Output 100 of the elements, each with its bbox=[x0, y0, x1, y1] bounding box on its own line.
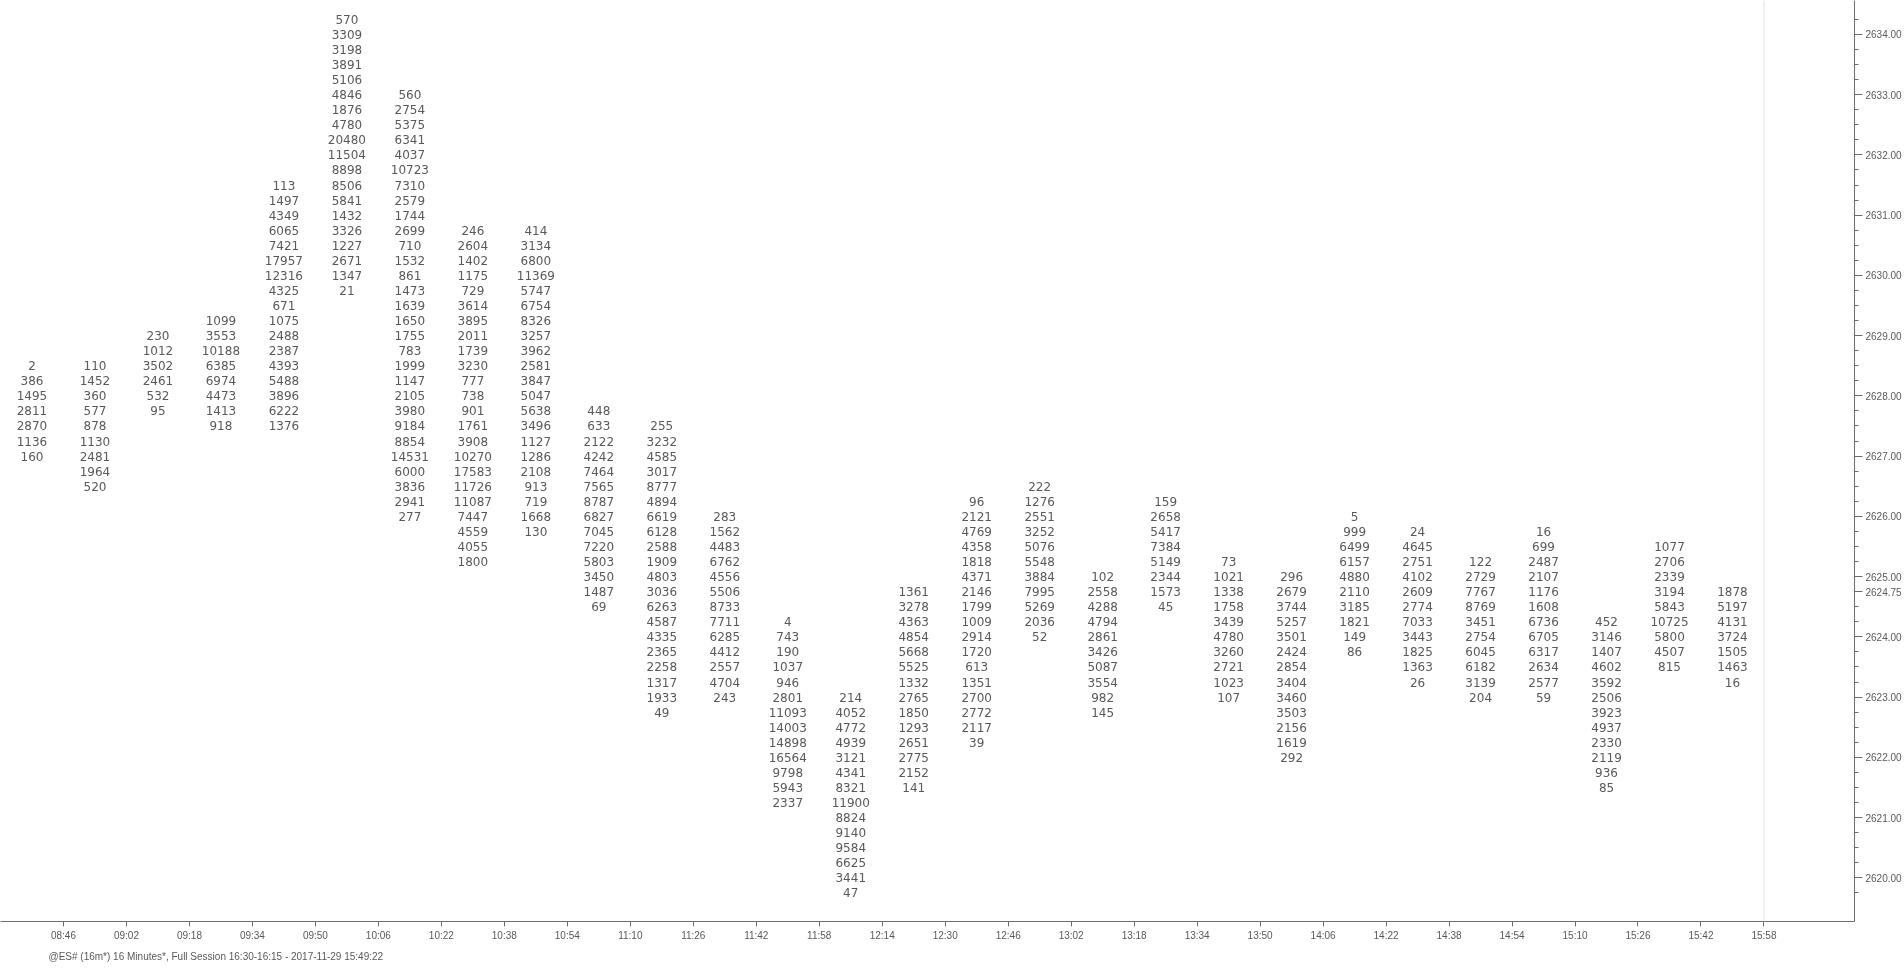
y-tick-label: 2629.00 bbox=[1865, 330, 1903, 342]
data-label: 729 bbox=[461, 283, 485, 298]
x-tick-label: 10:54 bbox=[554, 929, 581, 941]
data-label: 2036 bbox=[1024, 615, 1055, 630]
data-label: 4772 bbox=[835, 720, 867, 735]
data-label: 1668 bbox=[520, 509, 552, 524]
y-tick-label: 2624.75 bbox=[1865, 586, 1903, 598]
data-label: 5076 bbox=[1024, 539, 1055, 554]
data-label: 3450 bbox=[583, 570, 615, 585]
x-tick-label: 12:46 bbox=[995, 929, 1022, 941]
data-label: 1276 bbox=[1024, 494, 1055, 509]
data-label: 2941 bbox=[394, 494, 426, 509]
x-tick-label: 11:42 bbox=[744, 929, 769, 941]
data-label: 11900 bbox=[831, 796, 870, 811]
data-label: 1505 bbox=[1717, 645, 1748, 660]
data-label: 3724 bbox=[1717, 630, 1748, 645]
y-tick-label: 2630.00 bbox=[1865, 270, 1903, 282]
data-label: 2811 bbox=[16, 404, 48, 419]
data-label: 4894 bbox=[646, 494, 678, 509]
data-label: 6800 bbox=[520, 253, 552, 268]
data-label: 5525 bbox=[898, 660, 930, 675]
x-tick-label: 14:06 bbox=[1310, 929, 1337, 941]
data-label: 738 bbox=[461, 389, 485, 404]
data-label: 4102 bbox=[1402, 570, 1433, 585]
data-label: 2721 bbox=[1213, 660, 1244, 675]
data-label: 73 bbox=[1220, 555, 1237, 570]
data-label: 4769 bbox=[961, 524, 992, 539]
data-label: 5943 bbox=[772, 780, 804, 795]
data-label: 1933 bbox=[646, 690, 678, 705]
data-label: 8824 bbox=[835, 811, 867, 826]
data-label: 1176 bbox=[1528, 585, 1559, 600]
data-label: 3426 bbox=[1087, 645, 1118, 660]
data-label: 1821 bbox=[1339, 615, 1370, 630]
data-label: 1286 bbox=[520, 449, 552, 464]
data-label: 6285 bbox=[709, 630, 741, 645]
data-label: 3443 bbox=[1402, 630, 1433, 645]
data-label: 11093 bbox=[768, 705, 807, 720]
data-label: 2339 bbox=[1654, 570, 1685, 585]
data-label: 277 bbox=[398, 509, 422, 524]
data-label: 6736 bbox=[1528, 615, 1559, 630]
data-label: 4288 bbox=[1087, 600, 1118, 615]
data-label: 3496 bbox=[520, 419, 552, 434]
data-label: 2754 bbox=[394, 103, 426, 118]
data-label: 2577 bbox=[1528, 675, 1559, 690]
data-label: 16564 bbox=[768, 750, 807, 765]
data-label: 5257 bbox=[1276, 615, 1307, 630]
data-label: 5149 bbox=[1150, 555, 1181, 570]
data-label: 3451 bbox=[1465, 615, 1496, 630]
x-tick-label: 15:26 bbox=[1625, 929, 1651, 941]
data-label: 1432 bbox=[331, 208, 363, 223]
data-label: 5375 bbox=[394, 118, 426, 133]
data-label: 6263 bbox=[646, 600, 678, 615]
data-label: 719 bbox=[524, 494, 548, 509]
data-label: 3962 bbox=[520, 344, 552, 359]
data-label: 2579 bbox=[394, 193, 426, 208]
data-label: 999 bbox=[1343, 524, 1367, 539]
data-label: 8326 bbox=[520, 314, 552, 329]
data-label: 1573 bbox=[1150, 585, 1181, 600]
data-label: 3309 bbox=[331, 27, 363, 42]
data-label: 3614 bbox=[457, 298, 489, 313]
data-label: 8777 bbox=[646, 479, 678, 494]
data-label: 6625 bbox=[835, 856, 867, 871]
data-label: 7464 bbox=[583, 464, 615, 479]
data-label: 777 bbox=[461, 374, 485, 389]
data-label: 4335 bbox=[646, 630, 678, 645]
data-label: 17957 bbox=[264, 253, 304, 268]
data-label: 4794 bbox=[1087, 615, 1118, 630]
y-tick-label: 2632.00 bbox=[1865, 149, 1903, 161]
data-label: 2122 bbox=[583, 434, 615, 449]
data-label: 2337 bbox=[772, 796, 804, 811]
data-label: 69 bbox=[591, 600, 607, 615]
data-label: 4052 bbox=[835, 705, 867, 720]
x-tick-label: 11:10 bbox=[618, 929, 643, 941]
data-label: 1878 bbox=[1717, 585, 1748, 600]
data-label: 2754 bbox=[1465, 630, 1496, 645]
data-label: 4325 bbox=[268, 283, 300, 298]
data-label: 1227 bbox=[331, 238, 363, 253]
x-tick-label: 09:18 bbox=[176, 929, 203, 941]
data-label: 14898 bbox=[768, 735, 807, 750]
data-label: 6619 bbox=[646, 509, 678, 524]
data-label: 4341 bbox=[835, 765, 867, 780]
data-label: 8898 bbox=[331, 163, 363, 178]
data-label: 452 bbox=[1595, 615, 1618, 630]
data-label: 1755 bbox=[394, 329, 426, 344]
data-label: 2258 bbox=[646, 660, 678, 675]
data-label: 12316 bbox=[264, 268, 304, 283]
data-label: 16 bbox=[1535, 524, 1552, 539]
data-label: 6182 bbox=[1465, 660, 1496, 675]
data-label: 6341 bbox=[394, 133, 426, 148]
data-label: 4645 bbox=[1402, 539, 1433, 554]
data-label: 11504 bbox=[327, 148, 366, 163]
y-tick-label: 2634.00 bbox=[1865, 29, 1903, 41]
data-label: 3185 bbox=[1339, 600, 1370, 615]
data-label: 10270 bbox=[453, 449, 492, 464]
data-label: 2011 bbox=[457, 329, 489, 344]
data-label: 1799 bbox=[961, 600, 992, 615]
data-label: 1495 bbox=[16, 389, 48, 404]
data-label: 4937 bbox=[1591, 720, 1622, 735]
data-label: 130 bbox=[524, 524, 548, 539]
data-label: 6974 bbox=[205, 374, 237, 389]
